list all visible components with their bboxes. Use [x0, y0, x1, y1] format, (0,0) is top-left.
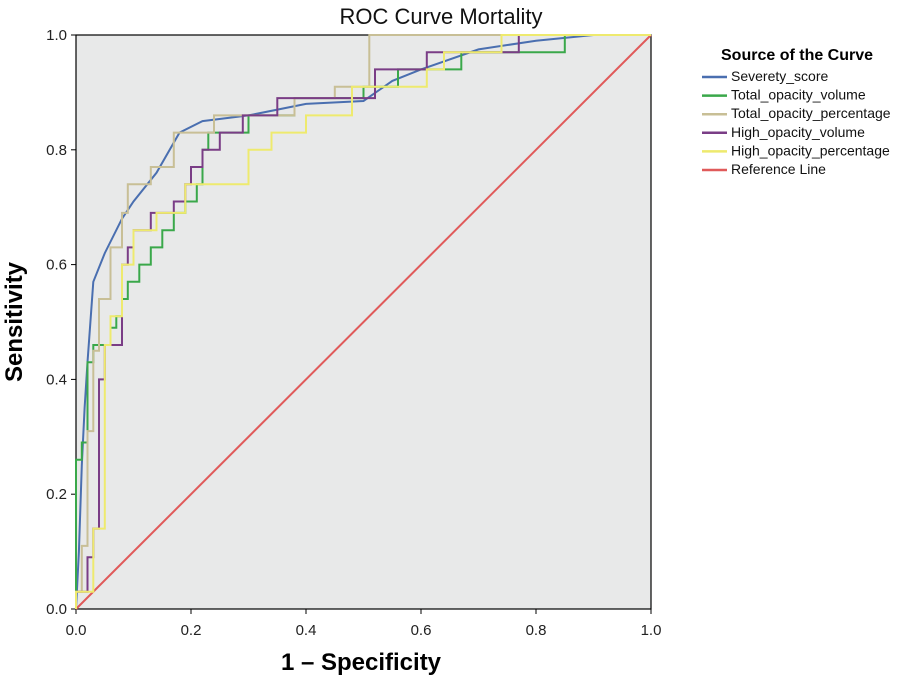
- y-tick-label: 0.2: [46, 486, 67, 503]
- legend: Source of the Curve Severety_score Total_…: [702, 47, 891, 177]
- series-line-high-opacity-volume: [75, 34, 651, 609]
- legend-items: Severety_score Total_opacity_volume Total_…: [702, 68, 891, 177]
- chart-title: ROC Curve Mortality: [340, 4, 543, 29]
- legend-label: Reference Line: [731, 161, 826, 177]
- legend-label: Total_opacity_volume: [731, 87, 866, 103]
- x-tick-label: 0.4: [296, 622, 317, 639]
- legend-title: Source of the Curve: [721, 47, 873, 64]
- y-tick-label: 0.0: [46, 601, 67, 618]
- x-axis-title: 1 – Specificity: [281, 649, 442, 676]
- series-line-severety-score: [75, 34, 651, 610]
- legend-label: High_opacity_percentage: [731, 142, 890, 158]
- series-layer: [75, 34, 652, 610]
- legend-label: Severety_score: [731, 68, 828, 84]
- x-tick-label: 0.8: [526, 622, 547, 639]
- y-tick-label: 0.6: [46, 257, 67, 274]
- series-line-high-opacity-percentage: [75, 34, 651, 609]
- x-tick-label: 1.0: [641, 622, 662, 639]
- x-tick-label: 0.6: [411, 622, 432, 639]
- y-tick-label: 0.8: [46, 142, 67, 159]
- axis-ticks: 0.0 0.2 0.4 0.6 0.8 1.0 0.0 0.2 0.4 0.6 0.8 1.0: [46, 27, 661, 639]
- legend-label: Total_opacity_percentage: [731, 105, 891, 121]
- y-axis-title: Sensitivity: [1, 261, 28, 382]
- series-line-reference-line: [75, 34, 652, 610]
- y-tick-label: 1.0: [46, 27, 67, 44]
- legend-label: High_opacity_volume: [731, 124, 865, 140]
- x-tick-label: 0.0: [66, 622, 87, 639]
- y-tick-label: 0.4: [46, 371, 67, 388]
- x-tick-label: 0.2: [181, 622, 202, 639]
